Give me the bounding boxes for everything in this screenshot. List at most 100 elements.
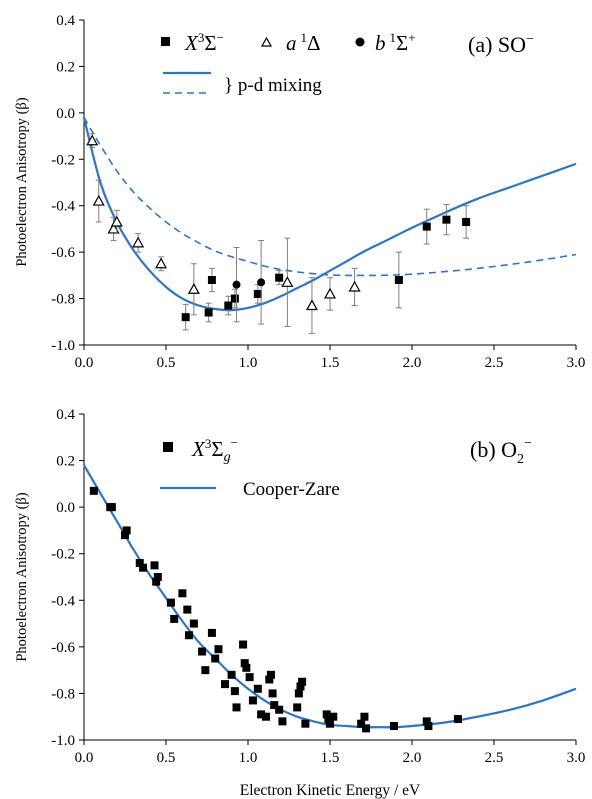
panel-a-square-point	[224, 301, 233, 310]
legend-b-x-state: X3Σg−	[191, 435, 238, 465]
panel-b-square-point	[121, 531, 129, 540]
legend-b-state-rest: Σ	[396, 31, 408, 55]
panel-b-square-point	[301, 719, 310, 728]
panel-b-square-point	[360, 712, 369, 721]
legend-cooper-zare: Cooper-Zare	[243, 479, 340, 500]
panel-a-legend: X3Σ− a 1Δ b 1Σ+ } p-d mixing	[161, 30, 416, 96]
panel-b-square-point	[152, 577, 161, 586]
panel-b-square-point	[253, 684, 262, 693]
panel-b-y-tick-label: -0.2	[51, 547, 75, 563]
panel-a-y-tick-label: 0.4	[56, 13, 75, 29]
panel-b-square-point	[227, 670, 236, 679]
panel-a-x-tick-label: 2.0	[403, 355, 422, 371]
legend-b-x-state-main: X	[191, 437, 206, 461]
panel-b-y-tick-label: -0.8	[51, 686, 75, 702]
panel-a-square-point	[204, 308, 213, 317]
legend-x-state: X3Σ−	[184, 30, 224, 55]
panel-b-square-point	[278, 717, 287, 726]
panel-b-ticks: 0.0 0.5 1.0 1.5 2.0 2.5 3.0 0.4 0.2 0.0 -0.2 -0.4 -0…	[51, 407, 585, 766]
panel-b-square-point	[153, 573, 162, 581]
panel-a-y-tick-label: -0.6	[51, 245, 75, 261]
panel-b-square-point	[89, 486, 98, 495]
panel-b-square-point	[296, 682, 305, 691]
panel-a-so-minus: 0.0 0.5 1.0 1.5 2.0 2.5 3.0 0.4 0.2 0.0 -0.2 -0.4 -0…	[14, 13, 585, 371]
legend-x-state-sup2: −	[217, 30, 224, 45]
legend-b-state-sup2: +	[408, 30, 415, 45]
panel-b-square-point	[322, 710, 331, 719]
panel-a-triangle-point	[86, 134, 99, 146]
panel-a-circle-point	[257, 278, 266, 287]
legend-b-state-sup: 1	[390, 30, 397, 45]
panel-b-square-point	[257, 710, 266, 719]
panel-b-data-points	[89, 486, 462, 733]
panel-a-triangle-point	[348, 280, 361, 292]
panel-b-x-tick-label: 2.0	[403, 750, 422, 766]
panel-b-o2-minus: 0.0 0.5 1.0 1.5 2.0 2.5 3.0 0.4 0.2 0.0 -0.2 -0.4 -0…	[14, 407, 585, 799]
panel-a-title: (a) SO−	[468, 32, 534, 57]
panel-b-square-point	[122, 526, 131, 535]
panel-b-y-axis-label: Photoelectron Anisotropy (β)	[14, 492, 30, 661]
panel-a-x-tick-label: 1.5	[321, 355, 340, 371]
panel-b-square-point	[293, 703, 302, 712]
panel-b-square-point	[135, 559, 144, 568]
panel-a-triangle-point	[187, 283, 200, 294]
panel-b-y-tick-label: -1.0	[51, 733, 75, 749]
panel-b-square-point	[239, 640, 248, 649]
panel-a-x-tick-label: 1.0	[239, 355, 258, 371]
panel-b-curve-solid	[83, 464, 577, 729]
panel-a-curve-solid	[82, 117, 577, 312]
panel-a-x-tick-label: 3.0	[567, 355, 586, 371]
legend-b-state: b 1Σ+	[375, 30, 416, 55]
panel-b-square-point	[248, 696, 257, 705]
panel-b-square-point	[362, 724, 371, 733]
panel-a-x-tick-label: 2.5	[485, 355, 504, 371]
legend-a-state-rest: Δ	[307, 31, 321, 55]
panel-b-y-tick-label: 0.2	[56, 454, 75, 470]
panel-a-square-point	[207, 276, 216, 284]
panel-b-square-point	[107, 503, 116, 512]
panel-a-x-tick-label: 0.0	[75, 355, 94, 371]
panel-a-square-point	[253, 289, 262, 298]
panel-b-square-point	[232, 703, 241, 712]
panel-a-triangle-point	[305, 299, 318, 311]
panel-a-triangle-point	[132, 236, 145, 248]
panel-a-triangle-point	[107, 222, 120, 234]
panel-b-square-point	[242, 663, 251, 672]
panel-b-square-point	[240, 659, 249, 668]
panel-a-square-point	[462, 217, 471, 226]
panel-a-circle-point	[232, 280, 241, 289]
legend-x-state-rest: Σ	[204, 31, 216, 55]
panel-b-square-point	[326, 719, 334, 728]
panel-b-title: (b) O2−	[470, 436, 532, 467]
panel-b-square-point	[139, 563, 148, 572]
legend-mixing-text: } p-d mixing	[224, 75, 322, 96]
panel-a-triangle-point	[323, 287, 337, 299]
panel-b-square-point	[357, 719, 366, 728]
panel-b-x-tick-label: 3.0	[567, 750, 586, 766]
panel-b-x-tick-label: 1.0	[239, 750, 258, 766]
legend-b-state-main: b	[375, 31, 386, 55]
legend-triangle-marker	[260, 36, 273, 47]
panel-a-square-point	[442, 215, 451, 224]
panel-a-y-tick-label: -0.2	[51, 152, 75, 168]
panel-a-title-sup: −	[526, 32, 534, 47]
panel-a-y-axis-label: Photoelectron Anisotropy (β)	[14, 97, 30, 266]
panel-b-square-point	[198, 647, 207, 656]
panel-a-y-tick-label: 0.2	[56, 59, 75, 75]
panel-a-y-tick-label: -1.0	[51, 338, 75, 354]
panel-b-square-point	[324, 715, 333, 724]
legend-b-x-state-rest: Σ	[211, 437, 223, 461]
panel-b-legend: X3Σg− Cooper-Zare	[160, 435, 340, 500]
panel-b-square-point	[221, 680, 230, 689]
panel-b-square-point	[207, 628, 216, 637]
legend-x-state-sup: 3	[198, 30, 205, 45]
panel-b-square-point	[266, 670, 275, 679]
panel-b-y-tick-label: 0.0	[56, 500, 75, 516]
panel-b-square-point	[245, 673, 254, 682]
panel-b-square-point	[189, 619, 198, 628]
panel-b-square-point	[329, 712, 338, 721]
legend-a-state-sup: 1	[301, 30, 308, 45]
panel-a-y-tick-label: -0.8	[51, 292, 75, 308]
panel-a-square-point	[230, 294, 239, 303]
panel-a-title-main: (a) SO	[468, 32, 526, 57]
